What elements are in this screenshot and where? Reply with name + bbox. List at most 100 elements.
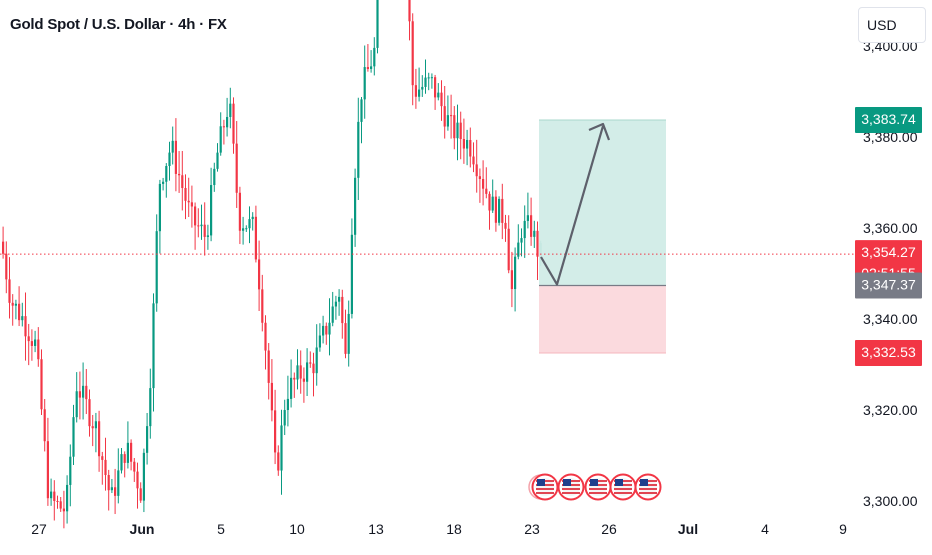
flag-stripe [614, 492, 632, 494]
candle-body [347, 313, 350, 354]
candle-body [334, 301, 337, 307]
candle-body [373, 47, 376, 67]
candle-body [494, 196, 497, 223]
candle-body [363, 67, 366, 100]
candle-body [338, 296, 341, 302]
x-tick-label: 18 [446, 521, 462, 537]
candle-body [24, 316, 27, 337]
candle-body [370, 66, 373, 69]
candle-body [146, 426, 149, 453]
candle-body [78, 391, 81, 398]
chart-area[interactable]: 27 Jun 5 10 13 18 23 26 Jul 4 9 [0, 0, 855, 550]
price-axis[interactable]: 3,300.00 3,320.00 3,340.00 3,360.00 3,380.00… [855, 0, 932, 550]
x-tick-label: 27 [31, 521, 47, 537]
candle-body [101, 456, 104, 460]
candle-body [8, 279, 11, 303]
candle-body [94, 421, 97, 429]
x-tick-label: 23 [524, 521, 540, 537]
candle-body [411, 21, 414, 86]
candle-body [190, 202, 193, 207]
candle-body [360, 99, 363, 122]
entry-price-label-bg [855, 272, 922, 299]
candle-body [478, 176, 481, 180]
us-flag-icon [584, 473, 612, 501]
candle-body [34, 339, 37, 346]
currency-selector[interactable]: USD [858, 7, 926, 43]
price-chart[interactable]: 27 Jun 5 10 13 18 23 26 Jul 4 9 [0, 0, 855, 550]
flag-stripe [639, 492, 657, 494]
flag-canton [590, 479, 598, 486]
candle-body [270, 382, 273, 411]
candle-body [498, 198, 501, 223]
y-tick-label: 3,300.00 [863, 493, 918, 509]
candle-body [104, 459, 107, 476]
candle-body [280, 425, 283, 471]
candle-body [206, 235, 209, 237]
candle-body [254, 216, 257, 260]
candle-body [507, 228, 510, 271]
candle-body [462, 138, 465, 149]
candle-body [302, 378, 305, 382]
candle-body [318, 335, 321, 348]
flag-stripe [639, 488, 657, 490]
candle-body [424, 77, 427, 87]
candle-body [469, 139, 472, 157]
candle-body [238, 192, 241, 231]
stop-price-label-text: 3,332.53 [861, 344, 916, 360]
candle-body [210, 185, 213, 236]
candle-body [98, 421, 101, 457]
candle-body [50, 491, 53, 499]
candle-body [293, 377, 296, 380]
flag-stripe [614, 488, 632, 490]
us-flag-icon [531, 473, 559, 501]
candle-body [232, 103, 235, 144]
stop-price-label: 3,332.53 [855, 339, 922, 366]
entry-price-label: 3,347.37 [855, 272, 922, 299]
flag-stripe [536, 492, 554, 494]
candle-body [510, 270, 513, 290]
candle-body [450, 115, 453, 117]
candle-body [133, 461, 136, 472]
x-tick-label: 13 [368, 521, 384, 537]
candle-body [222, 126, 225, 128]
candle-body [517, 242, 520, 257]
candle-body [149, 388, 152, 427]
candle-body [325, 325, 328, 335]
candle-body [286, 398, 289, 411]
candle-body [91, 426, 94, 429]
x-tick-label: Jul [678, 521, 698, 537]
candle-body [107, 475, 110, 491]
candle-body [88, 399, 91, 427]
us-flag-icon [634, 473, 662, 501]
candle-body [306, 362, 309, 382]
x-tick-label: 10 [289, 521, 305, 537]
candle-body [66, 484, 69, 512]
candle-body [213, 168, 216, 186]
chart-title: Gold Spot / U.S. Dollar · 4h · FX [10, 16, 227, 33]
target-price-label: 3,383.74 [855, 106, 922, 133]
candle-body [344, 323, 347, 354]
stop-zone [539, 285, 666, 353]
candle-body [200, 224, 203, 227]
candle-body [466, 139, 469, 149]
candle-body [11, 302, 14, 306]
candle-body [82, 385, 85, 398]
candle-body [235, 143, 238, 193]
candle-body [43, 409, 46, 442]
candle-body [110, 487, 113, 491]
candle-body [350, 234, 353, 314]
candle-body [194, 206, 197, 226]
candle-body [53, 491, 56, 501]
target-zone [539, 119, 666, 286]
candle-body [136, 471, 139, 489]
candle-body [456, 122, 459, 139]
flag-canton [640, 479, 648, 486]
candle-body [459, 122, 462, 139]
candle-body [40, 359, 43, 410]
candle-body [312, 363, 315, 374]
candle-body [174, 140, 177, 174]
x-tick-label: Jun [130, 521, 155, 537]
candle-body [267, 350, 270, 383]
y-tick-label: 3,320.00 [863, 402, 918, 418]
candle-body [472, 156, 475, 165]
